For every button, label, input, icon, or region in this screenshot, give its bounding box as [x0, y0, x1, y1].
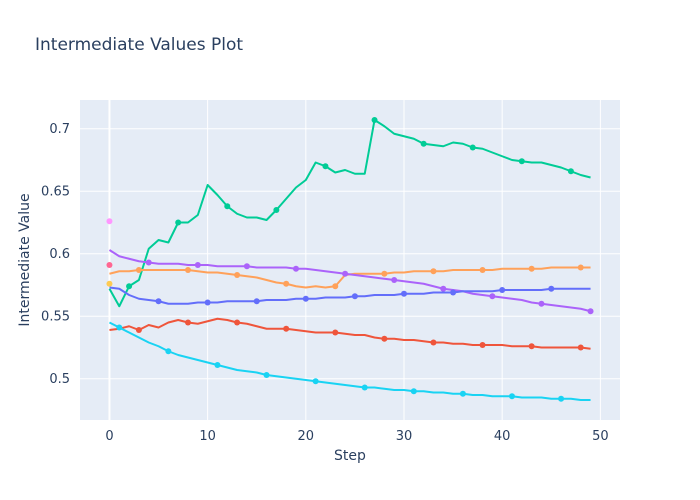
data-point[interactable] [126, 283, 133, 290]
x-tick-label: 30 [396, 429, 413, 444]
data-point[interactable] [106, 218, 113, 225]
series-group [106, 262, 113, 268]
data-point[interactable] [155, 298, 162, 305]
series-group [106, 280, 113, 287]
y-tick-label: 0.5 [49, 372, 70, 387]
data-point[interactable] [528, 265, 535, 272]
data-point[interactable] [135, 267, 142, 273]
data-point[interactable] [391, 277, 398, 283]
x-axis-title: Step [334, 448, 366, 464]
data-point[interactable] [577, 344, 584, 351]
data-point[interactable] [567, 168, 574, 175]
data-point[interactable] [538, 300, 545, 307]
data-point[interactable] [587, 308, 594, 315]
data-point[interactable] [234, 319, 241, 326]
data-point[interactable] [371, 117, 378, 123]
series-line [108, 249, 591, 313]
data-point[interactable] [577, 264, 584, 271]
data-point[interactable] [509, 393, 515, 400]
data-point[interactable] [273, 207, 280, 213]
data-point[interactable] [145, 259, 152, 266]
data-point[interactable] [116, 324, 123, 331]
data-point[interactable] [440, 285, 447, 292]
data-point[interactable] [135, 327, 142, 333]
data-point[interactable] [165, 348, 172, 355]
data-point[interactable] [214, 362, 221, 368]
data-point[interactable] [548, 285, 555, 292]
data-point[interactable] [518, 158, 525, 165]
data-point[interactable] [106, 262, 113, 268]
ticks-layer: 0.5 0.55 0.6 0.65 0.7 0 10 20 30 40 50 [41, 122, 609, 444]
data-point[interactable] [401, 290, 407, 297]
series-line [108, 119, 591, 308]
y-axis-title: Intermediate Value [17, 193, 33, 326]
data-point[interactable] [361, 384, 368, 391]
data-point[interactable] [312, 378, 319, 385]
data-point[interactable] [204, 299, 211, 306]
data-point[interactable] [479, 267, 486, 273]
data-point[interactable] [106, 280, 113, 287]
data-point[interactable] [322, 163, 329, 170]
data-point[interactable] [283, 325, 290, 332]
data-point[interactable] [479, 342, 486, 348]
data-point[interactable] [558, 395, 565, 402]
data-point[interactable] [263, 372, 270, 378]
data-point[interactable] [175, 219, 182, 226]
data-point[interactable] [194, 262, 201, 268]
data-point[interactable] [450, 289, 457, 296]
data-point[interactable] [489, 293, 496, 300]
data-point[interactable] [499, 287, 506, 293]
data-point[interactable] [459, 390, 466, 397]
x-tick-label: 0 [105, 429, 113, 444]
x-tick-label: 50 [592, 429, 609, 444]
series-group [108, 117, 591, 308]
data-point[interactable] [302, 295, 309, 302]
data-point[interactable] [293, 265, 299, 272]
data-point[interactable] [430, 268, 437, 275]
data-point[interactable] [243, 263, 250, 270]
y-tick-label: 0.7 [49, 122, 70, 137]
series-group [108, 249, 594, 315]
data-point[interactable] [469, 144, 476, 151]
grid-layer [80, 100, 620, 420]
series-group [106, 218, 113, 225]
data-point[interactable] [253, 298, 260, 305]
plot-area [80, 100, 620, 420]
data-point[interactable] [410, 388, 417, 395]
series-group [109, 317, 591, 351]
y-tick-label: 0.55 [41, 309, 70, 324]
data-point[interactable] [420, 140, 427, 147]
data-point[interactable] [332, 283, 339, 290]
y-tick-label: 0.65 [41, 184, 70, 199]
data-point[interactable] [185, 319, 191, 326]
data-point[interactable] [283, 280, 290, 287]
data-point[interactable] [430, 339, 437, 346]
series-layer [106, 117, 594, 402]
data-point[interactable] [381, 270, 388, 277]
data-point[interactable] [528, 343, 535, 350]
series-line [109, 286, 591, 305]
x-tick-label: 20 [298, 429, 315, 444]
data-point[interactable] [185, 267, 191, 273]
data-point[interactable] [381, 335, 388, 342]
series-group [108, 321, 591, 402]
data-point[interactable] [332, 329, 339, 336]
series-group [109, 285, 591, 306]
data-point[interactable] [351, 293, 358, 300]
data-point[interactable] [234, 272, 241, 278]
x-tick-label: 10 [199, 429, 216, 444]
x-tick-label: 40 [494, 429, 511, 444]
data-point[interactable] [224, 203, 231, 210]
data-point[interactable] [342, 270, 349, 277]
chart-title: Intermediate Values Plot [35, 35, 243, 55]
y-tick-label: 0.6 [49, 247, 70, 262]
